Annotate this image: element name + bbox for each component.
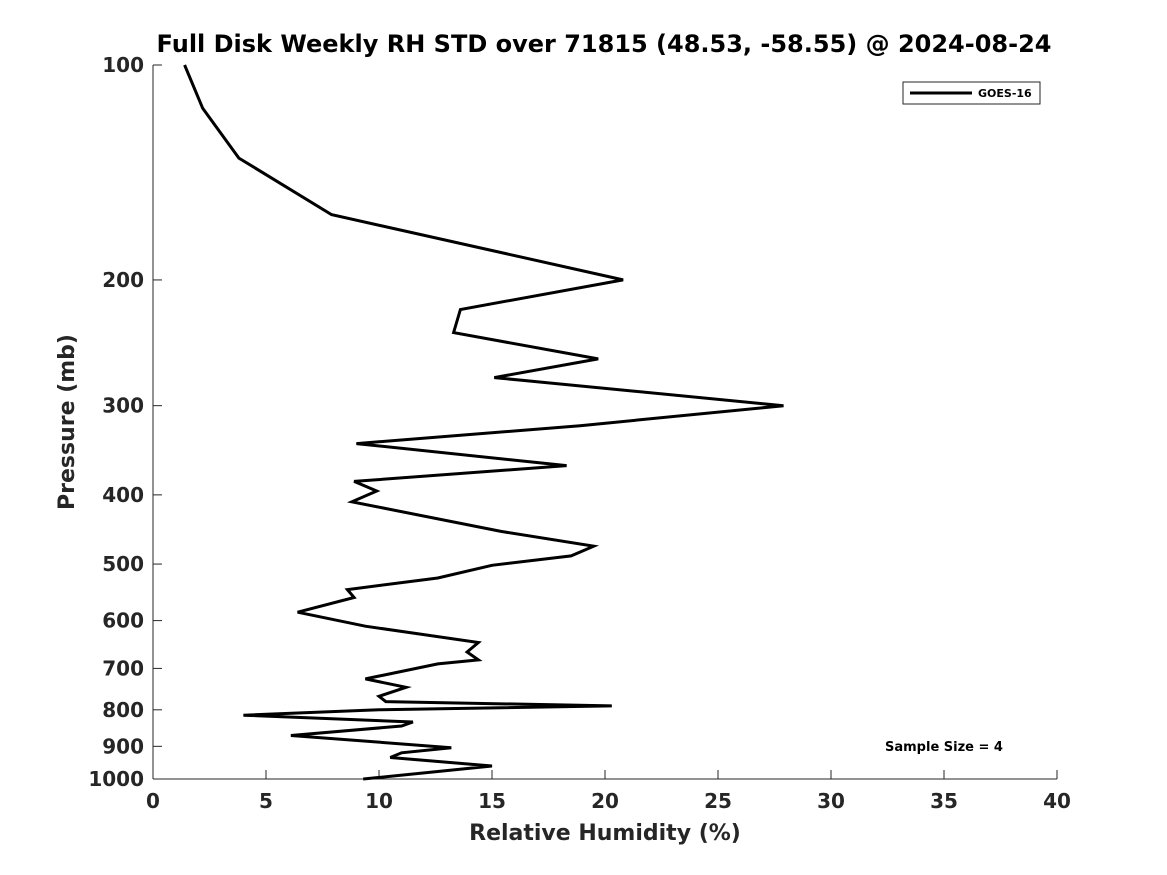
x-axis-label: Relative Humidity (%) — [469, 821, 741, 846]
x-tick-label: 40 — [1043, 789, 1071, 813]
x-tick-label: 30 — [817, 789, 845, 813]
y-tick-label: 800 — [102, 698, 144, 722]
y-axis-label: Pressure (mb) — [55, 334, 80, 510]
y-tick-label: 100 — [102, 53, 144, 77]
x-tick-label: 0 — [146, 789, 160, 813]
y-tick-label: 600 — [102, 609, 144, 633]
x-tick-label: 25 — [704, 789, 732, 813]
series-line-goes-16 — [183, 64, 784, 781]
x-tick-label: 35 — [930, 789, 958, 813]
x-tick-label: 15 — [478, 789, 506, 813]
y-ticks: 100 200 300 400 500 600 700 800 900 1000 — [88, 53, 162, 791]
series-group — [183, 64, 784, 781]
x-ticks: 0 5 10 15 20 25 30 35 40 — [146, 770, 1071, 813]
y-tick-label: 900 — [102, 734, 144, 758]
y-tick-label: 1000 — [88, 767, 144, 791]
y-tick-label: 400 — [102, 483, 144, 507]
y-tick-label: 200 — [102, 268, 144, 292]
y-tick-label: 700 — [102, 656, 144, 680]
legend: GOES-16 — [902, 81, 1041, 105]
x-tick-label: 5 — [259, 789, 273, 813]
y-tick-label: 500 — [102, 552, 144, 576]
chart-title: Full Disk Weekly RH STD over 71815 (48.5… — [157, 30, 1052, 58]
y-tick-label: 300 — [102, 394, 144, 418]
x-tick-label: 20 — [591, 789, 619, 813]
x-tick-label: 10 — [365, 789, 393, 813]
legend-label: GOES-16 — [978, 87, 1032, 100]
sample-size-annotation: Sample Size = 4 — [885, 740, 1003, 755]
